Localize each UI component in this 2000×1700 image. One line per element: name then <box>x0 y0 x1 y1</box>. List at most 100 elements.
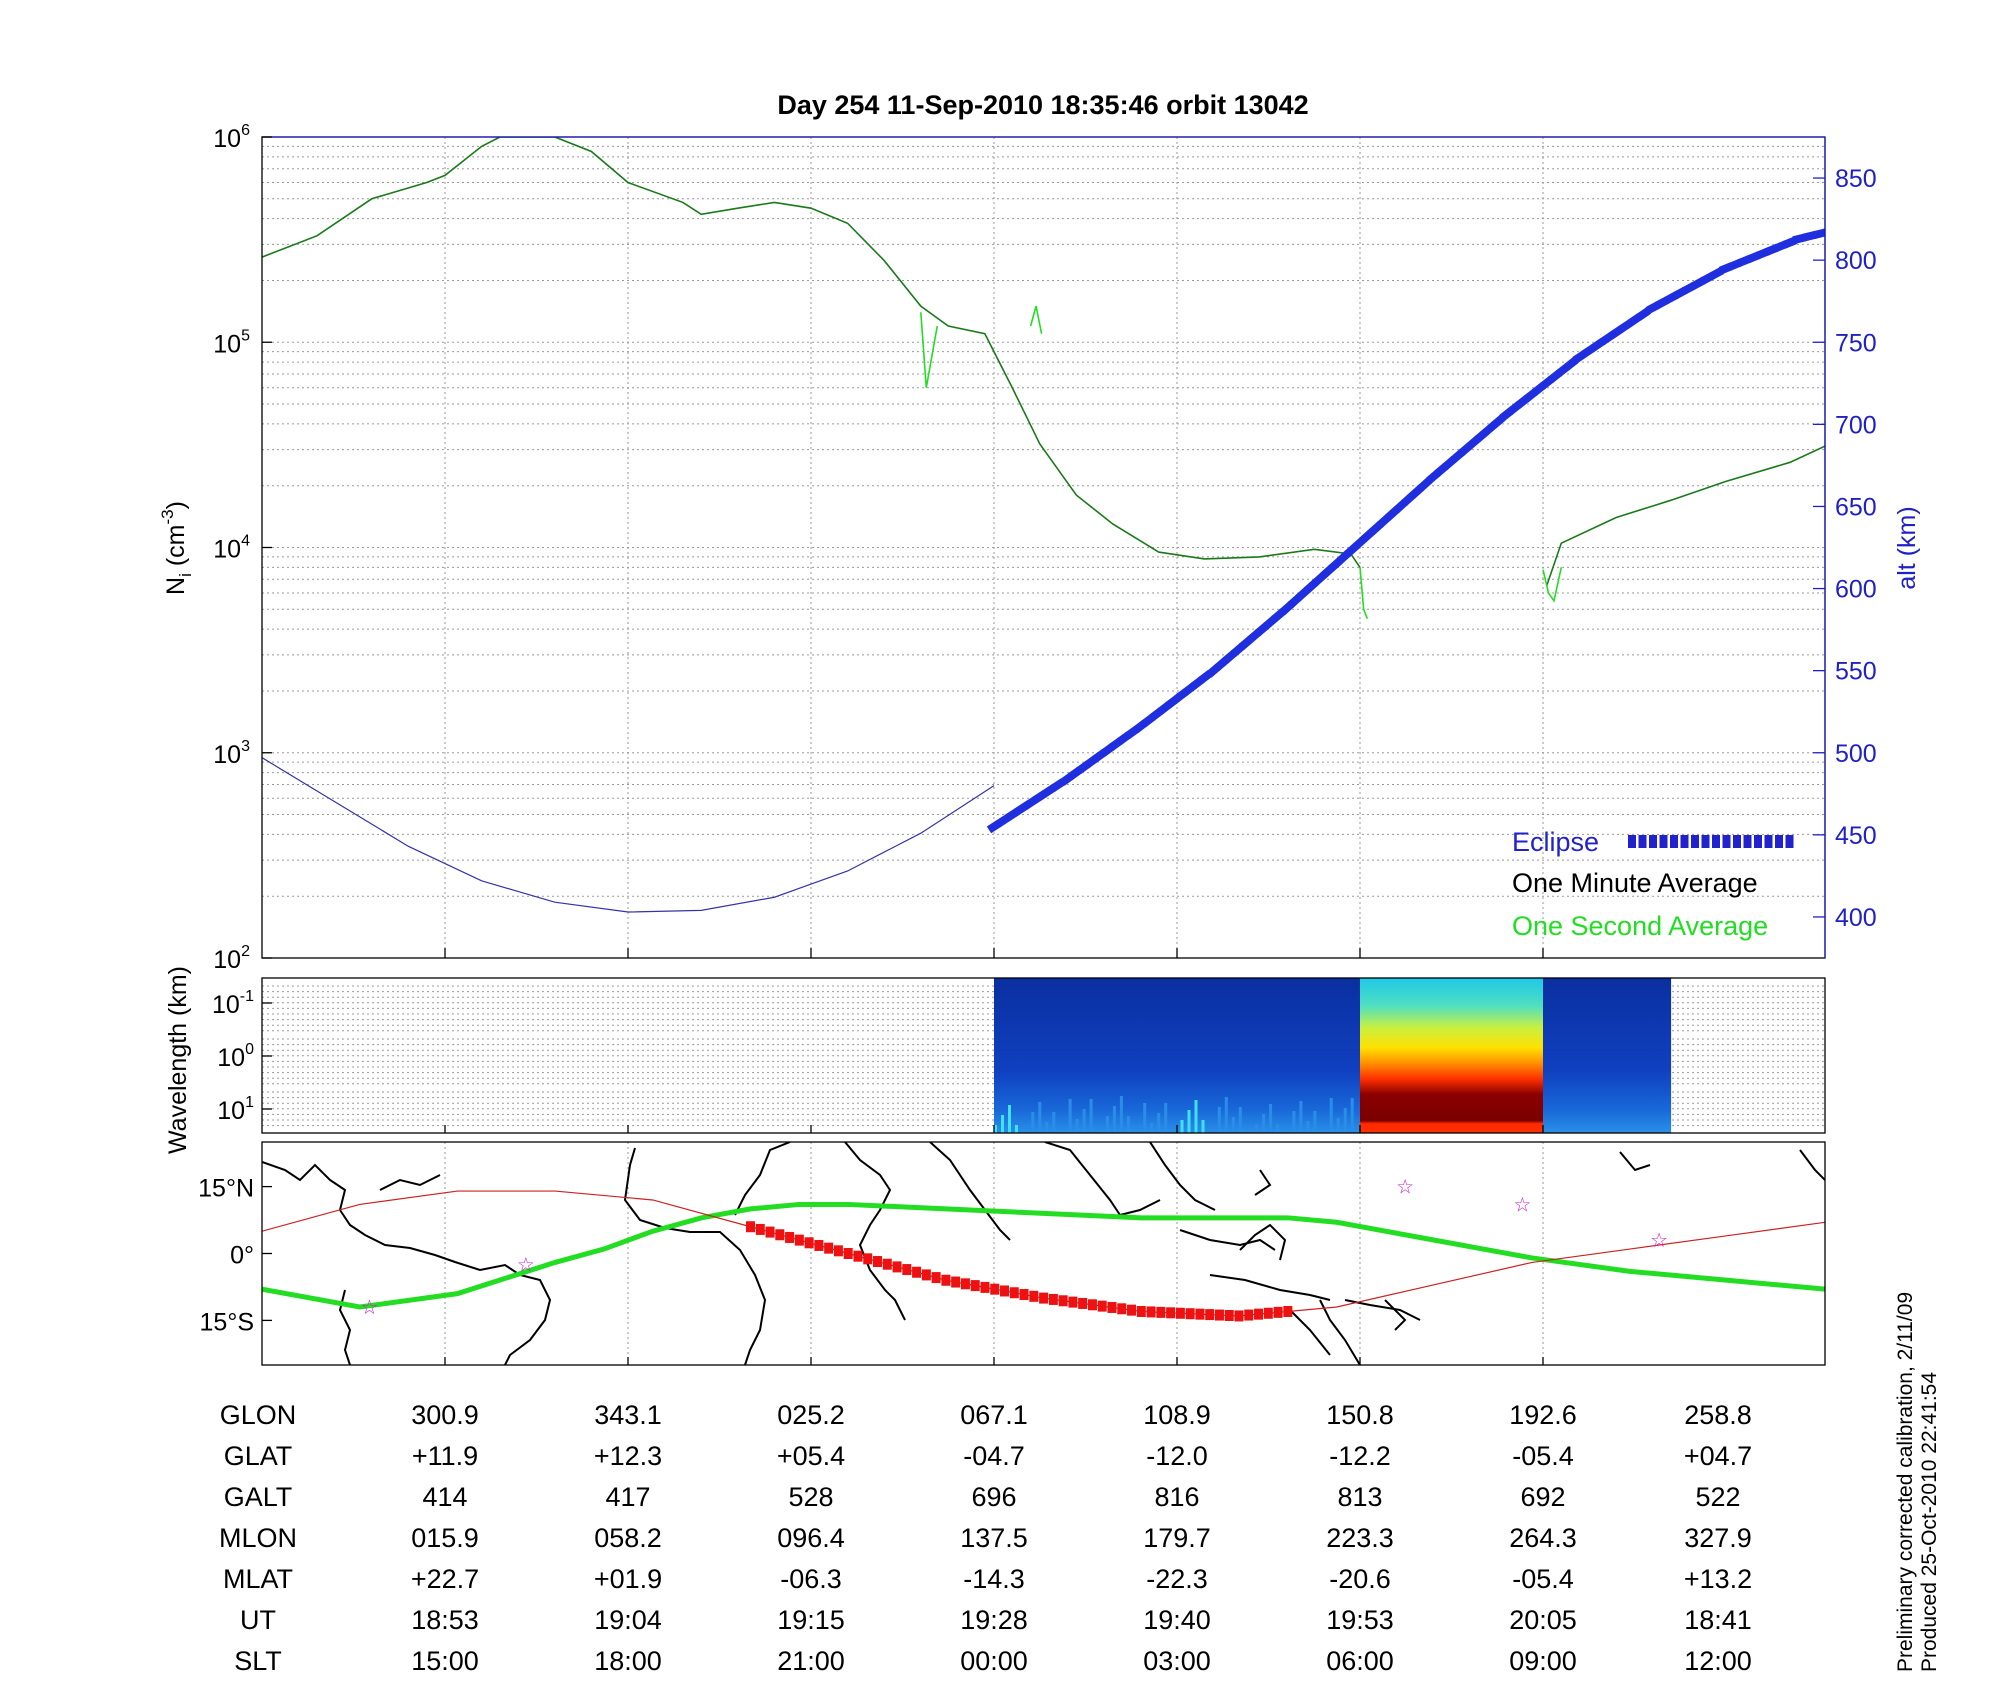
eclipse-track-mark <box>1000 1285 1010 1297</box>
spectrogram-streak <box>1126 1116 1130 1133</box>
table-cell: 258.8 <box>1684 1400 1752 1430</box>
spectrogram-streak <box>1224 1097 1228 1133</box>
spectrogram-block <box>1360 978 1543 1133</box>
spectrogram-streak <box>1068 1099 1072 1133</box>
eclipse-track-mark <box>1224 1309 1234 1321</box>
eclipse-mark <box>1023 796 1038 810</box>
table-cell: 12:00 <box>1684 1646 1752 1676</box>
table-row-label: MLAT <box>223 1564 293 1594</box>
eclipse-track-mark <box>824 1242 834 1254</box>
eclipse-track-mark <box>1127 1304 1137 1316</box>
series-line <box>262 757 995 913</box>
table-cell: -20.6 <box>1329 1564 1391 1594</box>
coastline <box>1239 1223 1287 1261</box>
eclipse-track-mark <box>873 1256 883 1268</box>
dip-equator-line <box>262 1201 1825 1310</box>
y-tick-label-left: 103 <box>213 738 250 769</box>
table-row-label: MLON <box>219 1523 297 1553</box>
legend-eclipse-square <box>1743 835 1752 848</box>
y-tick-label-right: 800 <box>1835 247 1877 275</box>
y-tick-label-left: 102 <box>213 943 250 974</box>
table-cell: 816 <box>1154 1482 1199 1512</box>
table-cell: 192.6 <box>1509 1400 1577 1430</box>
legend-eclipse-label: Eclipse <box>1512 827 1599 857</box>
magnetic-star-icon: ☆ <box>517 1253 535 1277</box>
eclipse-track-mark <box>765 1226 775 1238</box>
series-line <box>262 137 1361 568</box>
chart-title: Day 254 11-Sep-2010 18:35:46 orbit 13042 <box>777 90 1308 120</box>
table-row-label: GLAT <box>224 1441 293 1471</box>
eclipse-track-mark <box>912 1266 922 1278</box>
table-cell: 522 <box>1695 1482 1740 1512</box>
eclipse-track-mark <box>1273 1306 1283 1318</box>
table-cell: 058.2 <box>594 1523 662 1553</box>
eclipse-mark <box>1802 230 1817 242</box>
map-tracks: ☆ ☆ ☆ ☆ ☆ <box>262 1175 1825 1322</box>
table-row-label: SLT <box>234 1646 282 1676</box>
eclipse-track-mark <box>1234 1310 1244 1322</box>
eclipse-track-mark <box>921 1269 931 1281</box>
eclipse-mark <box>1834 223 1848 234</box>
eclipse-track-mark <box>814 1239 824 1251</box>
table-cell: 21:00 <box>777 1646 845 1676</box>
magnetic-star-icon: ☆ <box>1396 1175 1414 1199</box>
series-line <box>1359 567 1369 619</box>
coastline <box>1619 1151 1651 1172</box>
eclipse-track-mark <box>1166 1307 1176 1319</box>
coastline <box>1319 1299 1361 1365</box>
legend-eclipse-square <box>1733 835 1741 848</box>
eclipse-mark <box>1572 350 1587 364</box>
legend-eclipse-square <box>1691 835 1699 848</box>
spectrogram-blocks <box>994 978 1672 1133</box>
eclipse-track-mark <box>1205 1309 1215 1321</box>
legend-eclipse-square <box>1712 835 1720 848</box>
table-cell: +01.9 <box>594 1564 662 1594</box>
eclipse-mark <box>1581 344 1596 358</box>
table-row-label: UT <box>240 1605 276 1635</box>
spectrogram-streak <box>1143 1103 1147 1133</box>
coastline <box>1254 1169 1272 1196</box>
eclipse-mark <box>995 814 1011 828</box>
table-cell: 09:00 <box>1509 1646 1577 1676</box>
table-cell: 15:00 <box>411 1646 479 1676</box>
table-cell: 137.5 <box>960 1523 1028 1553</box>
legend-minute-label: One Minute Average <box>1512 868 1758 898</box>
table-cell: 108.9 <box>1143 1400 1211 1430</box>
series-line <box>1029 305 1043 334</box>
table-cell: 025.2 <box>777 1400 845 1430</box>
eclipse-track-mark <box>951 1276 961 1288</box>
eclipse-track-mark <box>1244 1309 1254 1321</box>
eclipse-mark <box>1050 778 1066 792</box>
eclipse-track-mark <box>863 1253 873 1265</box>
eclipse-track-mark <box>1214 1309 1224 1321</box>
table-cell: 18:53 <box>411 1605 479 1635</box>
spectrogram-block <box>994 978 1360 1133</box>
spectrogram-streak <box>1075 1119 1079 1133</box>
series-line <box>1545 445 1825 587</box>
table-cell: -12.2 <box>1329 1441 1391 1471</box>
y-tick-label-left: 105 <box>213 327 250 358</box>
map-y-tick-label: 15°N <box>198 1175 254 1203</box>
spectrogram-streak <box>1329 1098 1333 1133</box>
table-cell: -04.7 <box>963 1441 1025 1471</box>
table-cell: 015.9 <box>411 1523 479 1553</box>
table-cell: 18:41 <box>1684 1605 1752 1635</box>
coastline <box>844 1142 906 1321</box>
eclipse-track-mark <box>1107 1301 1117 1313</box>
eclipse-track-mark <box>853 1250 863 1262</box>
eclipse-track-mark <box>1068 1296 1078 1308</box>
eclipse-track-mark <box>1048 1293 1058 1305</box>
footnote-line1: Preliminary corrected calibration, 2/11/… <box>1894 1292 1917 1672</box>
table-row-label: GLON <box>220 1400 297 1430</box>
table-cell: 20:05 <box>1509 1605 1577 1635</box>
eclipse-mark <box>1014 802 1029 816</box>
table-cell: +13.2 <box>1684 1564 1752 1594</box>
y-tick-label-right: 750 <box>1835 329 1877 357</box>
eclipse-mark <box>1032 790 1047 804</box>
eclipse-track-mark <box>1039 1292 1049 1304</box>
coastline <box>1799 1149 1825 1181</box>
eclipse-track-mark <box>843 1248 853 1259</box>
magnetic-star-icon: ☆ <box>1513 1192 1531 1216</box>
spectrogram-ticks: 10-1 100 101 <box>212 988 1544 1133</box>
